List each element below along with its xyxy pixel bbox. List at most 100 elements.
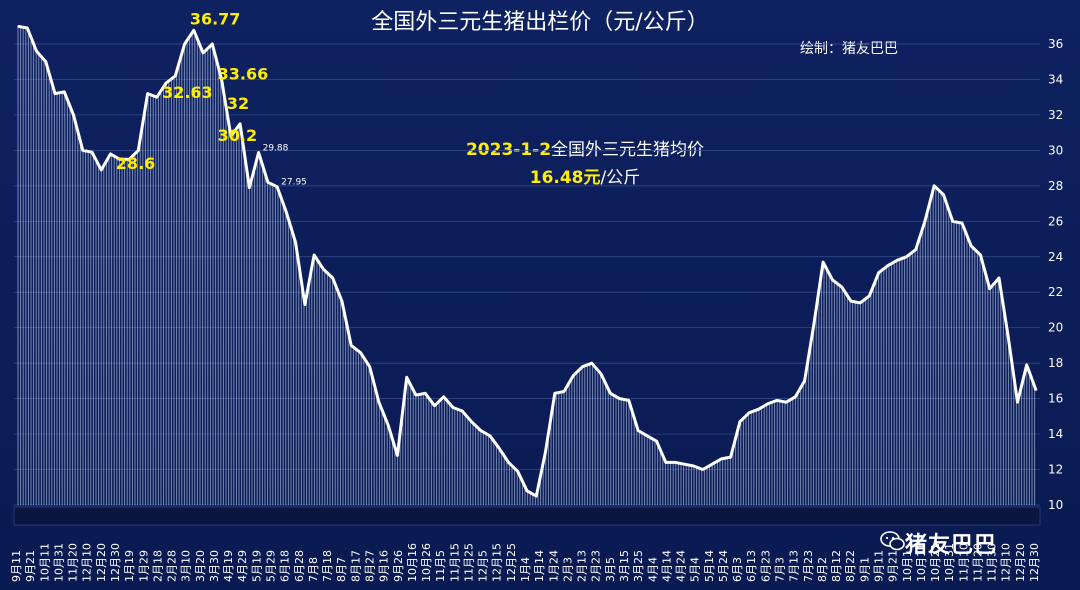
data-point — [859, 302, 861, 304]
data-point — [146, 92, 149, 95]
y-tick-label: 28 — [1048, 179, 1063, 193]
data-point — [489, 435, 491, 437]
data-point — [776, 399, 778, 402]
x-tick-label: 4月29 — [236, 550, 249, 582]
x-tick-label: 2月3 — [561, 557, 574, 582]
x-tick-label: 2月28 — [166, 550, 179, 582]
data-point — [785, 401, 787, 403]
x-tick-label: 3月10 — [180, 550, 193, 582]
x-tick-label: 11月15 — [448, 543, 461, 582]
y-tick-label: 10 — [1048, 498, 1063, 512]
data-point — [257, 151, 260, 154]
data-point — [840, 286, 843, 288]
x-tick-label: 7月13 — [788, 550, 801, 582]
data-point — [507, 461, 510, 464]
x-tick-label: 3月30 — [208, 550, 221, 582]
data-point — [683, 463, 686, 466]
data-label: 36.77 — [190, 9, 241, 28]
data-point — [35, 50, 38, 52]
data-label: 32 — [227, 94, 249, 113]
y-tick-label: 30 — [1048, 143, 1063, 157]
data-point — [563, 390, 565, 393]
data-point — [239, 122, 241, 125]
x-tick-label: 7月23 — [802, 550, 815, 582]
x-tick-label: 1月24 — [547, 550, 560, 582]
x-tick-label: 3月5 — [604, 557, 617, 582]
data-point — [739, 420, 741, 423]
data-point — [868, 294, 871, 297]
x-tick-label: 6月28 — [293, 550, 306, 582]
x-tick-label: 12月15 — [491, 543, 504, 582]
x-tick-label: 12月30 — [109, 543, 122, 582]
data-point — [54, 92, 56, 95]
x-tick-label: 1月29 — [137, 550, 150, 582]
x-tick-label: 9月21 — [24, 550, 37, 582]
x-tick-label: 9月1 — [858, 557, 871, 582]
x-tick-label: 12月10 — [1000, 543, 1013, 582]
data-point — [119, 158, 121, 161]
data-label: 29.88 — [263, 144, 289, 154]
data-point — [516, 470, 519, 473]
note-date: 2023-1-2 — [465, 140, 552, 160]
data-point — [979, 254, 982, 256]
data-point — [1025, 364, 1028, 366]
x-tick-label: 10月21 — [929, 543, 942, 582]
data-point — [452, 406, 454, 409]
x-tick-label: 5月29 — [265, 550, 278, 582]
x-tick-label: 8月22 — [844, 550, 857, 582]
x-tick-label: 9月16 — [378, 550, 391, 582]
data-label: 30.2 — [218, 126, 257, 145]
data-point — [942, 193, 945, 196]
chart-title: 全国外三元生猪出栏价（元/公斤） — [371, 10, 709, 35]
data-point — [193, 29, 195, 32]
data-point — [618, 397, 621, 400]
data-point — [109, 153, 112, 155]
data-point — [581, 365, 584, 368]
x-tick-label: 1月4 — [519, 557, 532, 582]
data-point — [748, 412, 750, 414]
data-point — [313, 254, 315, 256]
x-tick-label: 5月19 — [250, 550, 263, 582]
data-point — [396, 454, 399, 457]
x-tick-label: 4月24 — [675, 550, 688, 582]
data-point — [674, 461, 676, 464]
note-unit: /公斤 — [600, 168, 641, 188]
data-point — [44, 60, 47, 63]
x-tick-label: 1月19 — [123, 550, 136, 582]
data-point — [498, 447, 501, 450]
data-point — [600, 372, 602, 375]
x-tick-label: 10月31 — [52, 543, 65, 582]
x-tick-label: 3月15 — [618, 550, 631, 582]
x-tick-label: 10月1 — [901, 550, 914, 582]
data-point — [637, 429, 639, 432]
x-tick-label: 1月14 — [533, 550, 546, 582]
data-point — [100, 169, 103, 171]
data-point — [267, 181, 269, 184]
data-point — [572, 374, 575, 377]
x-tick-label: 6月3 — [731, 557, 744, 582]
data-point — [951, 220, 954, 223]
x-tick-label: 8月12 — [830, 550, 843, 582]
data-point — [276, 185, 278, 188]
data-point — [896, 259, 898, 262]
x-tick-label: 6月23 — [759, 550, 772, 582]
data-point — [424, 392, 427, 395]
data-point — [378, 401, 380, 403]
x-tick-label: 12月20 — [1014, 543, 1027, 582]
y-tick-label: 32 — [1048, 108, 1063, 122]
data-point — [304, 303, 306, 306]
data-point — [877, 271, 880, 274]
data-point — [924, 220, 926, 223]
x-tick-label: 9月26 — [392, 550, 405, 582]
x-tick-label: 6月18 — [279, 550, 292, 582]
wechat-icon — [880, 531, 905, 551]
x-tick-label: 4月19 — [222, 550, 235, 582]
data-point — [387, 424, 389, 427]
data-point — [998, 277, 1000, 279]
x-tick-label: 2月23 — [590, 550, 603, 582]
y-tick-label: 16 — [1048, 392, 1063, 406]
data-point — [655, 440, 658, 442]
x-tick-label: 5月24 — [717, 550, 730, 582]
chart-credit: 绘制：猪友巴巴 — [800, 41, 898, 57]
data-point — [905, 255, 908, 258]
